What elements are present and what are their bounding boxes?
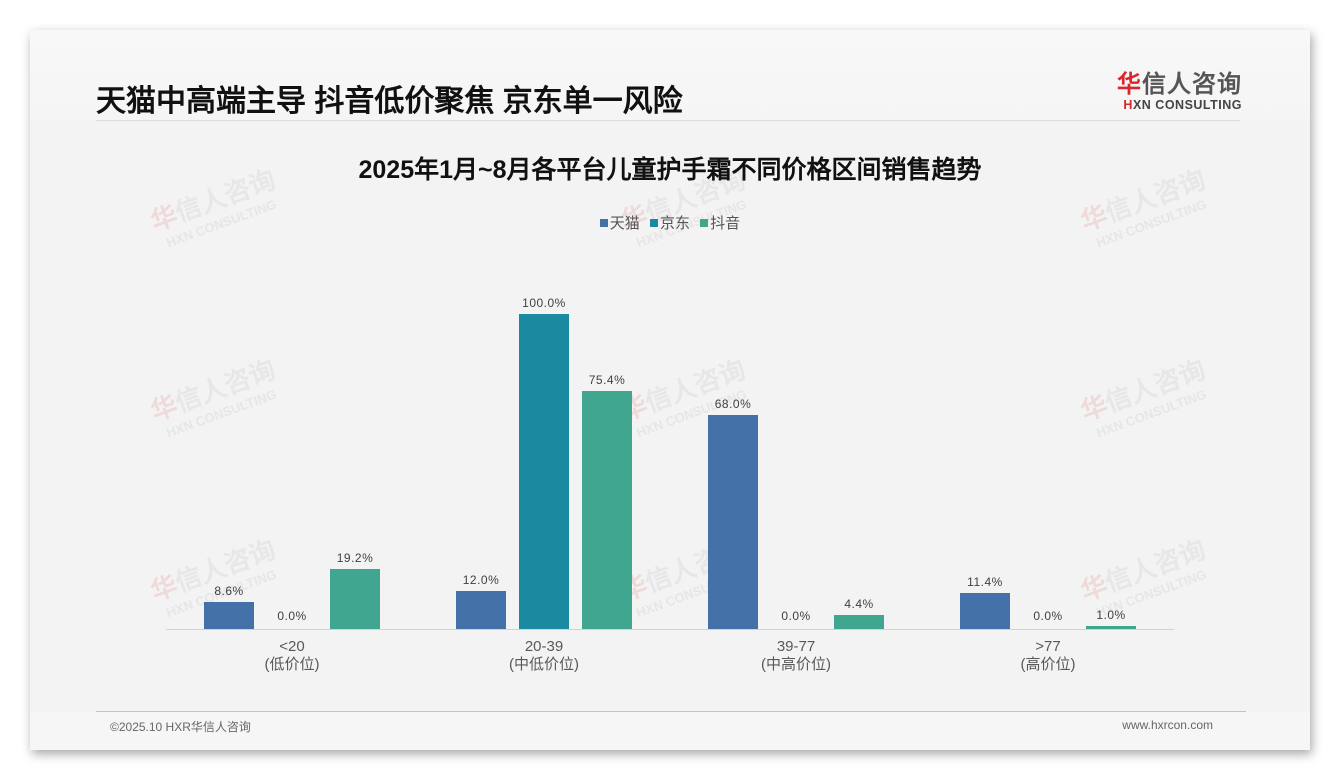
price-range: >77	[1035, 638, 1061, 655]
data-label: 75.4%	[588, 373, 626, 387]
price-range: 20-39	[524, 638, 564, 655]
category-group: 12.0% 100.0% 75.4% 20-39 (中低价位)	[418, 280, 670, 673]
footer-divider	[96, 711, 1246, 712]
bar	[456, 591, 506, 629]
bar	[204, 602, 254, 629]
legend-swatch-icon	[700, 219, 709, 227]
x-axis-category-label: <20 (低价位)	[166, 638, 418, 674]
footer-copyright: ©2025.10 HXR华信人咨询	[110, 720, 251, 734]
page-title: 天猫中高端主导 抖音低价聚焦 京东单一风险	[96, 85, 683, 118]
x-axis-category-label: 20-39 (中低价位)	[418, 638, 670, 674]
data-label: 0.0%	[781, 609, 811, 623]
legend-item-tmall: 天猫	[599, 212, 640, 233]
footer-website: www.hxrcon.com	[1122, 718, 1213, 732]
x-axis-category-label: 39-77 (中高价位)	[670, 638, 922, 674]
logo-en: HXN CONSULTING	[1123, 98, 1242, 112]
data-label: 8.6%	[214, 584, 244, 598]
bar	[330, 569, 380, 629]
bar	[1086, 626, 1136, 629]
price-tier: (中低价位)	[509, 656, 579, 673]
price-range: <20	[279, 638, 305, 655]
price-tier: (高价位)	[1020, 656, 1076, 673]
bar	[708, 415, 758, 629]
category-group: 68.0% 0.0% 4.4% 39-77 (中高价位)	[670, 280, 922, 673]
data-label: 0.0%	[1033, 609, 1063, 623]
legend-swatch-icon	[649, 219, 658, 227]
chart-legend: 天猫 京东 抖音	[30, 212, 1310, 233]
footer-band	[30, 712, 1310, 750]
chart-title: 2025年1月~8月各平台儿童护手霜不同价格区间销售趋势	[358, 156, 982, 184]
bar	[519, 314, 569, 629]
data-label: 100.0%	[522, 296, 566, 310]
bar-chart-plot: 8.6% 0.0% 19.2% <20 (低价位) 12.0% 100.0% 75.4% 20-…	[166, 280, 1174, 673]
logo-cn: 华信人咨询	[1117, 71, 1242, 98]
company-logo: 华信人咨询 HXN CONSULTING	[1112, 64, 1242, 112]
x-axis-category-label: >77 (高价位)	[922, 638, 1174, 674]
price-tier: (中高价位)	[761, 656, 831, 673]
category-group: 11.4% 0.0% 1.0% >77 (高价位)	[922, 280, 1174, 673]
data-label: 68.0%	[714, 397, 752, 411]
header-divider	[96, 120, 1240, 121]
data-label: 19.2%	[336, 551, 374, 565]
legend-item-jd: 京东	[649, 212, 690, 233]
data-label: 4.4%	[844, 597, 874, 611]
slide: 华信人咨询 HXN CONSULTING 华信人咨询 HXN CONSULTING 华信…	[30, 30, 1310, 750]
category-group: 8.6% 0.0% 19.2% <20 (低价位)	[166, 280, 418, 673]
bar	[834, 615, 884, 629]
data-label: 12.0%	[462, 573, 500, 587]
price-range: 39-77	[776, 638, 816, 655]
price-tier: (低价位)	[264, 656, 320, 673]
data-label: 11.4%	[967, 575, 1003, 589]
legend-item-douyin: 抖音	[700, 212, 740, 233]
x-axis-line	[166, 629, 1174, 630]
data-label: 1.0%	[1096, 608, 1126, 622]
legend-swatch-icon	[599, 219, 608, 227]
bar	[960, 593, 1010, 629]
data-label: 0.0%	[277, 609, 307, 623]
bar	[582, 391, 632, 629]
header-band	[30, 30, 1310, 120]
